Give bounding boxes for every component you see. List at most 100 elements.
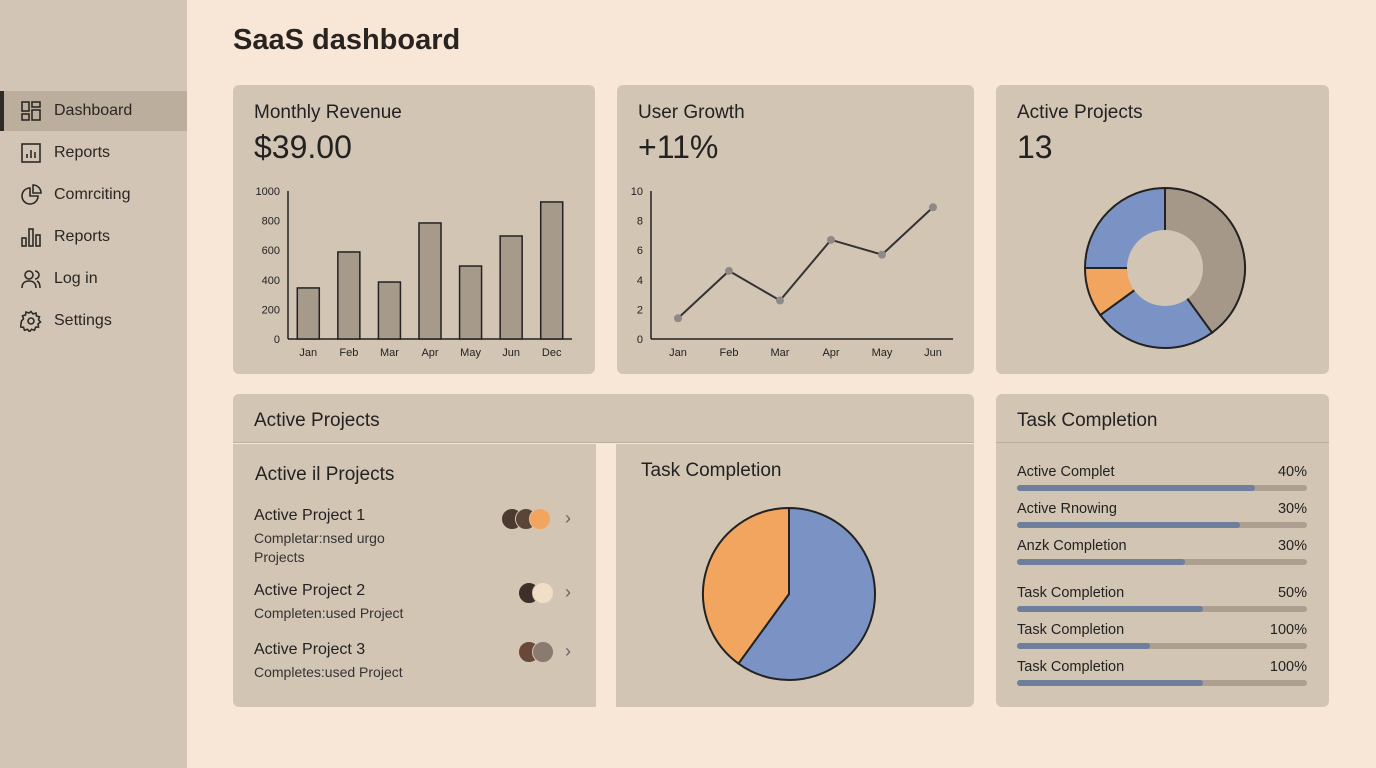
project-name: Active Project 2 — [254, 582, 366, 599]
avatar — [529, 508, 551, 530]
card-title: User Growth — [638, 102, 745, 123]
sidebar-item-label: Settings — [54, 312, 112, 329]
data-point — [878, 250, 886, 259]
project-item-3[interactable]: Active Project 3 Completes:used Project — [254, 641, 404, 682]
project-item-1[interactable]: Active Project 1 Completar:nsed urgo Proj… — [254, 507, 404, 567]
pie-slice — [702, 506, 790, 665]
avatar-group — [501, 508, 551, 530]
sidebar-item-log-in[interactable]: Log in — [0, 259, 187, 299]
y-tick-label: 600 — [262, 245, 280, 257]
series-line — [677, 206, 934, 320]
user-growth-card: User Growth +11% 0 2 4 6 8 10 Jan Feb Mar Apr May J… — [617, 85, 974, 374]
sidebar-item-label: Log in — [54, 270, 98, 287]
task-progress-row: Active Rnowing 30% — [1017, 501, 1307, 528]
x-tick-label: Jan — [669, 347, 687, 359]
pie-slice — [737, 506, 876, 681]
task-percent: 100% — [1269, 659, 1307, 675]
card-title: Task Completion — [1017, 410, 1158, 431]
y-tick-label: 8 — [637, 216, 643, 228]
progress-fill — [1017, 522, 1241, 528]
bar — [337, 251, 361, 340]
bar — [539, 201, 564, 340]
dashboard-icon — [21, 101, 41, 121]
task-label: Task Completion — [1017, 659, 1125, 675]
project-item-2[interactable]: Active Project 2 Completen:used Project — [254, 582, 404, 623]
data-point — [674, 314, 682, 323]
y-tick-label: 0 — [637, 334, 643, 346]
project-desc: Completar:nsed urgo Projects — [254, 530, 385, 565]
revenue-value: $39.00 — [254, 129, 352, 165]
active-projects-donut-chart — [1083, 186, 1246, 349]
sidebar-item-settings[interactable]: Settings — [0, 301, 187, 341]
progress-bar — [1017, 559, 1307, 565]
project-desc: Completen:used Project — [254, 605, 404, 621]
task-completion-card: Task Completion Active Complet 40% Active … — [996, 394, 1329, 707]
sidebar-item-reports[interactable]: Reports — [0, 133, 187, 173]
sidebar-item-reports-2[interactable]: Reports — [0, 217, 187, 257]
bar-chart-icon — [21, 228, 41, 247]
x-tick-label: Mar — [380, 347, 399, 359]
x-tick-label: Apr — [822, 347, 839, 359]
task-pie-title: Task Completion — [641, 460, 782, 481]
avatar — [532, 641, 554, 663]
task-label: Active Complet — [1017, 464, 1115, 480]
avatar-group — [518, 582, 554, 604]
progress-fill — [1017, 606, 1203, 612]
progress-fill — [1017, 680, 1203, 686]
data-point — [725, 266, 733, 275]
x-tick-label: Feb — [339, 347, 358, 359]
project-name: Active Project 1 — [254, 507, 366, 524]
progress-bar — [1017, 606, 1307, 612]
progress-bar — [1017, 643, 1307, 649]
sidebar-item-comrciting[interactable]: Comrciting — [0, 175, 187, 215]
avatar — [532, 582, 554, 604]
progress-bar — [1017, 680, 1307, 686]
sidebar-item-label: Comrciting — [54, 186, 131, 203]
pie-slice — [1164, 186, 1246, 335]
active-projects-value: 13 — [1017, 129, 1053, 165]
avatar-group — [518, 641, 554, 663]
sidebar-item-dashboard[interactable]: Dashboard — [0, 91, 187, 131]
bar — [499, 235, 523, 340]
task-label: Active Rnowing — [1017, 501, 1117, 517]
x-tick-label: Jun — [502, 347, 520, 359]
x-tick-label: May — [872, 347, 893, 359]
task-label: Anzk Completion — [1017, 538, 1127, 554]
donut-hole — [1127, 230, 1203, 306]
task-progress-row: Task Completion 100% — [1017, 659, 1307, 686]
page-title: SaaS dashboard — [233, 24, 461, 56]
pie-chart-icon — [21, 184, 42, 205]
task-progress-row: Active Complet 40% — [1017, 464, 1307, 491]
data-point — [929, 203, 937, 212]
progress-fill — [1017, 559, 1186, 565]
chevron-right-icon[interactable]: › — [565, 582, 571, 602]
task-progress-row: Anzk Completion 30% — [1017, 538, 1307, 565]
bar — [296, 287, 321, 340]
panel-title: Active Projects — [254, 410, 380, 431]
sidebar-item-label: Reports — [54, 228, 111, 245]
pie-slice — [1098, 266, 1214, 349]
task-percent: 40% — [1277, 464, 1307, 480]
y-tick-label: 4 — [637, 275, 643, 287]
progress-bar — [1017, 485, 1307, 491]
revenue-bar-chart: 0 200 400 600 800 1000 Jan Feb Mar Apr May Jun Dec — [256, 186, 572, 359]
active-projects-panel: Active Projects Active il Projects Activ… — [233, 394, 974, 707]
task-percent: 50% — [1277, 585, 1307, 601]
x-tick-label: Dec — [542, 347, 562, 359]
project-desc: Completes:used Project — [254, 664, 403, 680]
chevron-right-icon[interactable]: › — [565, 641, 571, 661]
task-completion-pie-chart — [702, 506, 876, 681]
active-projects-card: Active Projects 13 — [996, 85, 1329, 374]
y-tick-label: 2 — [637, 304, 643, 316]
chevron-right-icon[interactable]: › — [565, 508, 571, 528]
task-label: Task Completion — [1017, 622, 1125, 638]
y-tick-label: 10 — [631, 186, 643, 198]
card-title: Active Projects — [1017, 102, 1143, 123]
bar — [418, 222, 442, 340]
growth-value: +11% — [638, 129, 719, 165]
x-tick-label: Jan — [299, 347, 317, 359]
projects-subtitle: Active il Projects — [255, 464, 395, 485]
y-tick-label: 6 — [637, 245, 643, 257]
task-percent: 100% — [1269, 622, 1307, 638]
y-tick-label: 800 — [262, 216, 280, 228]
